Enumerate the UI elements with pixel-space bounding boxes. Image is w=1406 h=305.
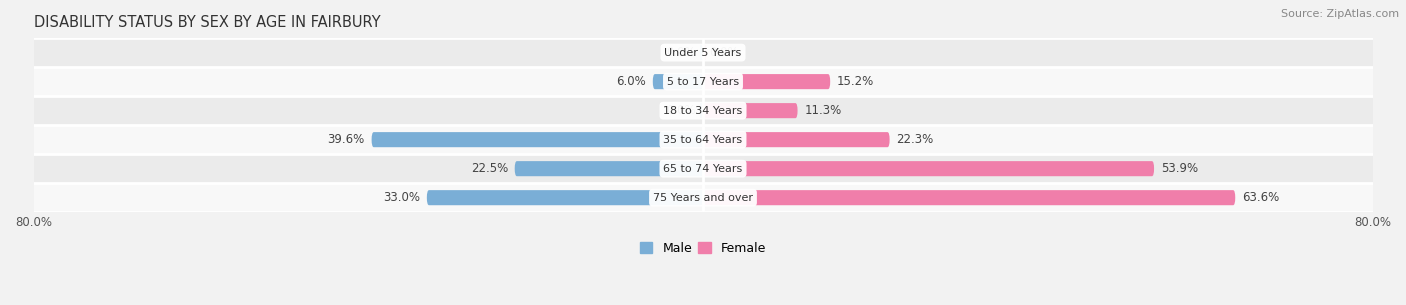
- FancyBboxPatch shape: [515, 161, 703, 176]
- Bar: [703, 45, 706, 60]
- Text: 6.0%: 6.0%: [616, 75, 647, 88]
- FancyBboxPatch shape: [703, 190, 1236, 205]
- Bar: [34, 96, 1372, 125]
- Bar: [34, 38, 1372, 67]
- Bar: [700, 132, 703, 147]
- Text: 0.0%: 0.0%: [710, 46, 740, 59]
- Text: 22.3%: 22.3%: [896, 133, 934, 146]
- FancyBboxPatch shape: [703, 132, 890, 147]
- Text: 53.9%: 53.9%: [1161, 162, 1198, 175]
- Text: 65 to 74 Years: 65 to 74 Years: [664, 164, 742, 174]
- Bar: [700, 74, 703, 89]
- Bar: [34, 67, 1372, 96]
- Text: 18 to 34 Years: 18 to 34 Years: [664, 106, 742, 116]
- Bar: [695, 161, 711, 176]
- Bar: [34, 183, 1372, 212]
- FancyBboxPatch shape: [703, 74, 830, 89]
- Text: 39.6%: 39.6%: [328, 133, 366, 146]
- Text: 15.2%: 15.2%: [837, 75, 875, 88]
- Text: 0.0%: 0.0%: [666, 46, 696, 59]
- Bar: [695, 132, 711, 147]
- FancyBboxPatch shape: [703, 103, 797, 118]
- Text: 22.5%: 22.5%: [471, 162, 508, 175]
- Text: Under 5 Years: Under 5 Years: [665, 48, 741, 58]
- FancyBboxPatch shape: [371, 132, 703, 147]
- Legend: Male, Female: Male, Female: [640, 242, 766, 255]
- Bar: [703, 74, 706, 89]
- Bar: [700, 103, 703, 118]
- Bar: [703, 190, 706, 205]
- Text: 0.0%: 0.0%: [666, 104, 696, 117]
- FancyBboxPatch shape: [652, 74, 703, 89]
- Text: 5 to 17 Years: 5 to 17 Years: [666, 77, 740, 87]
- Text: 11.3%: 11.3%: [804, 104, 842, 117]
- FancyBboxPatch shape: [703, 161, 1154, 176]
- Text: 75 Years and over: 75 Years and over: [652, 193, 754, 203]
- Text: 63.6%: 63.6%: [1241, 191, 1279, 204]
- Text: 33.0%: 33.0%: [384, 191, 420, 204]
- Bar: [700, 190, 703, 205]
- Bar: [34, 125, 1372, 154]
- FancyBboxPatch shape: [427, 190, 703, 205]
- Bar: [695, 103, 711, 118]
- Bar: [703, 132, 706, 147]
- Bar: [34, 154, 1372, 183]
- Bar: [703, 103, 706, 118]
- Text: Source: ZipAtlas.com: Source: ZipAtlas.com: [1281, 9, 1399, 19]
- Bar: [700, 161, 703, 176]
- Bar: [700, 45, 703, 60]
- Bar: [703, 161, 706, 176]
- Text: DISABILITY STATUS BY SEX BY AGE IN FAIRBURY: DISABILITY STATUS BY SEX BY AGE IN FAIRB…: [34, 15, 380, 30]
- Bar: [695, 74, 711, 89]
- Text: 35 to 64 Years: 35 to 64 Years: [664, 135, 742, 145]
- Bar: [695, 190, 711, 205]
- Bar: [695, 45, 711, 60]
